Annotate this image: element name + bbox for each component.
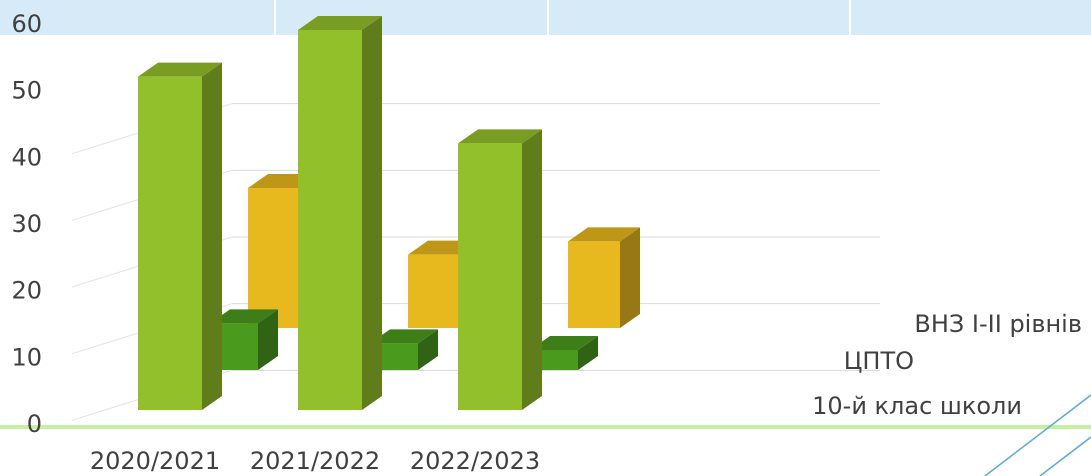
bar-side [418, 329, 438, 370]
bar-side [258, 309, 278, 370]
y-tick-label: 40 [11, 143, 42, 171]
y-tick-label: 0 [27, 410, 42, 438]
x-tick-label: 2021/2022 [250, 447, 380, 475]
x-tick-label: 2022/2023 [410, 447, 540, 475]
decor-line [1039, 436, 1091, 476]
decor-line [984, 394, 1091, 476]
bar-top [568, 227, 640, 242]
bar [248, 188, 300, 328]
y-tick-label: 60 [11, 10, 42, 38]
bar-side [620, 227, 640, 328]
bar-side [202, 62, 222, 411]
header-band [0, 0, 1091, 35]
bar [138, 76, 202, 411]
y-tick-label: 30 [11, 210, 42, 238]
bar-side [522, 129, 542, 411]
bar-top [370, 329, 438, 344]
bar-side [362, 16, 382, 410]
legend-label: ЦПТО [844, 347, 914, 375]
bar-top [458, 129, 542, 144]
y-tick-label: 10 [11, 343, 42, 371]
bar-top [530, 336, 598, 350]
legend-label: 10-й клас школи [812, 392, 1022, 420]
x-tick-label: 2020/2021 [90, 447, 220, 475]
y-tick-label: 50 [11, 77, 42, 105]
bar-side [578, 336, 598, 370]
bar [568, 241, 620, 328]
bar [298, 30, 362, 410]
bar-top [138, 62, 222, 77]
y-tick-label: 20 [11, 277, 42, 305]
legend-label: ВНЗ I-II рівнів [914, 310, 1082, 338]
bar [458, 143, 522, 411]
bar [408, 254, 460, 328]
bar-top [298, 16, 382, 30]
bar-top [210, 309, 278, 324]
